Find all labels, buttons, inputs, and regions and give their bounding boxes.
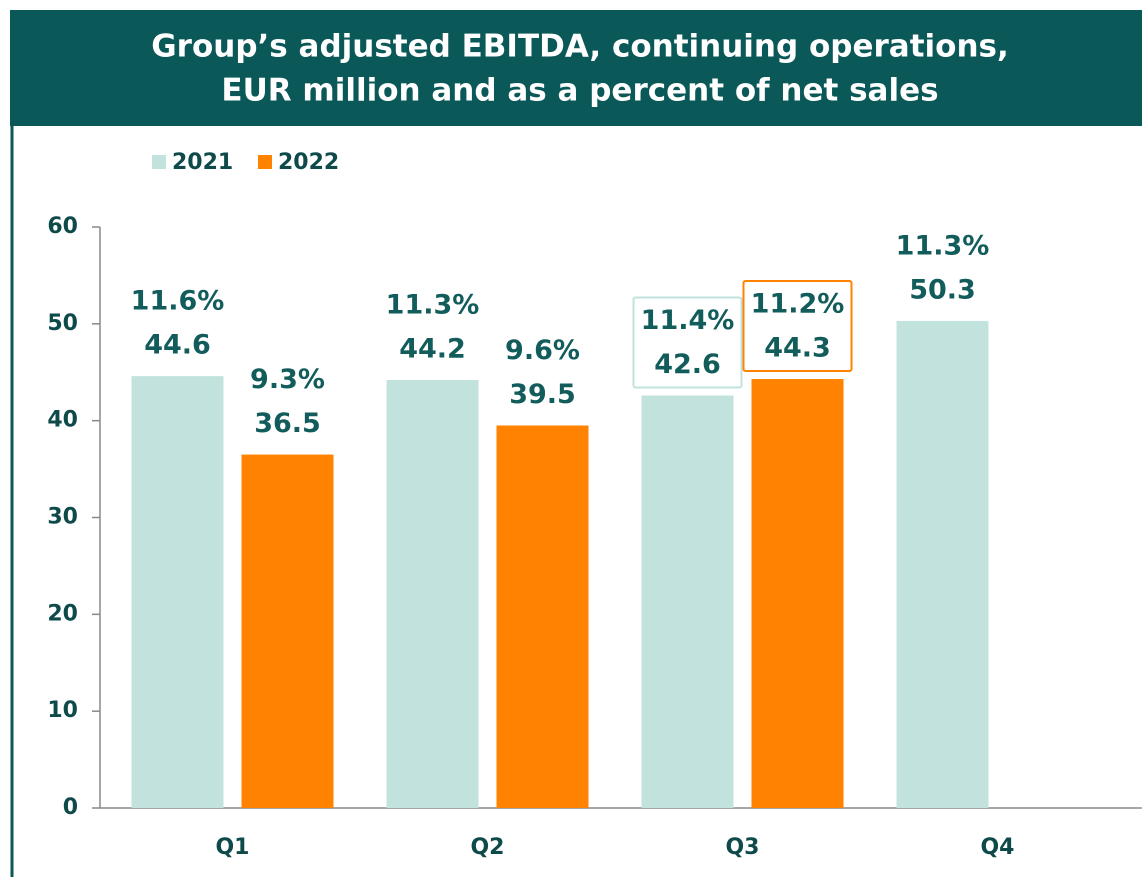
- bar: [496, 425, 589, 808]
- y-tick-label: 40: [47, 408, 78, 433]
- x-tick-label: Q3: [725, 835, 759, 860]
- chart-title: EUR million and as a percent of net sale…: [221, 73, 938, 109]
- legend-label: 2022: [278, 150, 339, 175]
- legend-label: 2021: [172, 150, 233, 175]
- x-tick-label: Q4: [980, 835, 1014, 860]
- percent-label: 11.3%: [896, 230, 990, 261]
- percent-label: 11.3%: [386, 289, 480, 320]
- value-label: 50.3: [909, 274, 976, 305]
- y-tick-label: 10: [47, 698, 78, 723]
- value-label: 44.2: [399, 333, 466, 364]
- y-tick-label: 0: [63, 795, 78, 820]
- percent-label: 11.4%: [641, 305, 735, 336]
- bar: [641, 395, 734, 808]
- bar: [131, 376, 224, 808]
- bar: [896, 320, 989, 808]
- value-label: 42.6: [654, 349, 721, 380]
- value-label: 44.6: [144, 330, 211, 361]
- percent-label: 9.3%: [250, 364, 325, 395]
- y-tick-label: 20: [47, 601, 78, 626]
- value-label: 36.5: [254, 408, 321, 439]
- y-tick-label: 30: [47, 505, 78, 530]
- x-tick-label: Q2: [470, 835, 504, 860]
- bar: [386, 379, 479, 808]
- y-tick-label: 60: [47, 214, 78, 239]
- x-tick-label: Q1: [215, 835, 249, 860]
- legend-swatch: [152, 155, 166, 169]
- bar: [751, 379, 844, 808]
- bar: [241, 454, 334, 808]
- percent-label: 11.2%: [751, 289, 845, 320]
- chart-title: Group’s adjusted EBITDA, continuing oper…: [151, 29, 1009, 65]
- percent-label: 11.6%: [131, 286, 225, 317]
- value-label: 44.3: [764, 333, 831, 364]
- highlight-box: [742, 280, 853, 373]
- legend-swatch: [258, 155, 272, 169]
- title-bar: [10, 10, 1142, 126]
- highlight-box: [632, 296, 743, 389]
- percent-label: 9.6%: [505, 335, 580, 366]
- value-label: 39.5: [509, 379, 576, 410]
- y-tick-label: 50: [47, 311, 78, 336]
